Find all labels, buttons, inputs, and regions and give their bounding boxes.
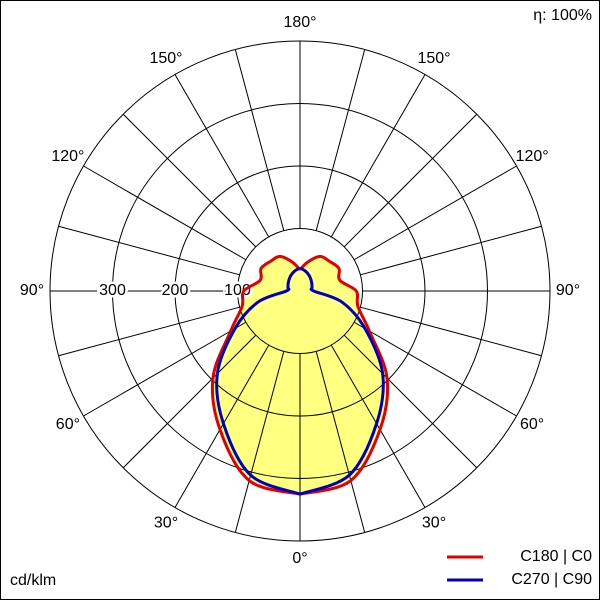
r-tick-label: 200 bbox=[162, 282, 189, 299]
radial-line bbox=[343, 113, 478, 248]
radial-line bbox=[330, 344, 426, 508]
angle-label: 30° bbox=[154, 514, 178, 531]
radial-line bbox=[83, 321, 247, 417]
unit-label: cd/klm bbox=[10, 572, 56, 589]
angle-label: 150° bbox=[149, 50, 182, 67]
r-tick-label: 300 bbox=[99, 282, 126, 299]
radial-line bbox=[315, 351, 366, 533]
r-tick-label: 100 bbox=[224, 282, 251, 299]
radial-line bbox=[234, 351, 285, 533]
angle-label: 90° bbox=[556, 282, 580, 299]
radial-line bbox=[360, 306, 542, 357]
radial-line bbox=[353, 321, 517, 417]
radial-line bbox=[122, 113, 257, 248]
angle-label: 0° bbox=[292, 550, 307, 567]
radial-line bbox=[343, 334, 478, 469]
angle-label: 60° bbox=[520, 416, 544, 433]
radial-line bbox=[83, 165, 247, 261]
radial-line bbox=[174, 74, 270, 238]
angle-label: 120° bbox=[516, 148, 549, 165]
radial-line bbox=[58, 225, 240, 276]
curve bbox=[299, 266, 385, 496]
radial-line bbox=[174, 344, 270, 508]
curve bbox=[298, 254, 390, 496]
radial-line bbox=[315, 49, 366, 231]
legend-label: C180 | C0 bbox=[520, 548, 592, 565]
radial-line bbox=[58, 306, 240, 357]
legend-label: C270 | C90 bbox=[511, 571, 592, 588]
angle-label: 180° bbox=[283, 14, 316, 31]
angle-label: 120° bbox=[51, 148, 84, 165]
angle-label: 90° bbox=[20, 282, 44, 299]
efficiency: η: 100% bbox=[533, 7, 592, 24]
curve bbox=[210, 254, 302, 496]
angle-label: 150° bbox=[417, 50, 450, 67]
curve bbox=[215, 266, 301, 496]
radial-line bbox=[122, 334, 257, 469]
radial-line bbox=[330, 74, 426, 238]
radial-line bbox=[360, 225, 542, 276]
angle-label: 60° bbox=[56, 416, 80, 433]
radial-line bbox=[234, 49, 285, 231]
angle-label: 30° bbox=[422, 514, 446, 531]
radial-line bbox=[353, 165, 517, 261]
